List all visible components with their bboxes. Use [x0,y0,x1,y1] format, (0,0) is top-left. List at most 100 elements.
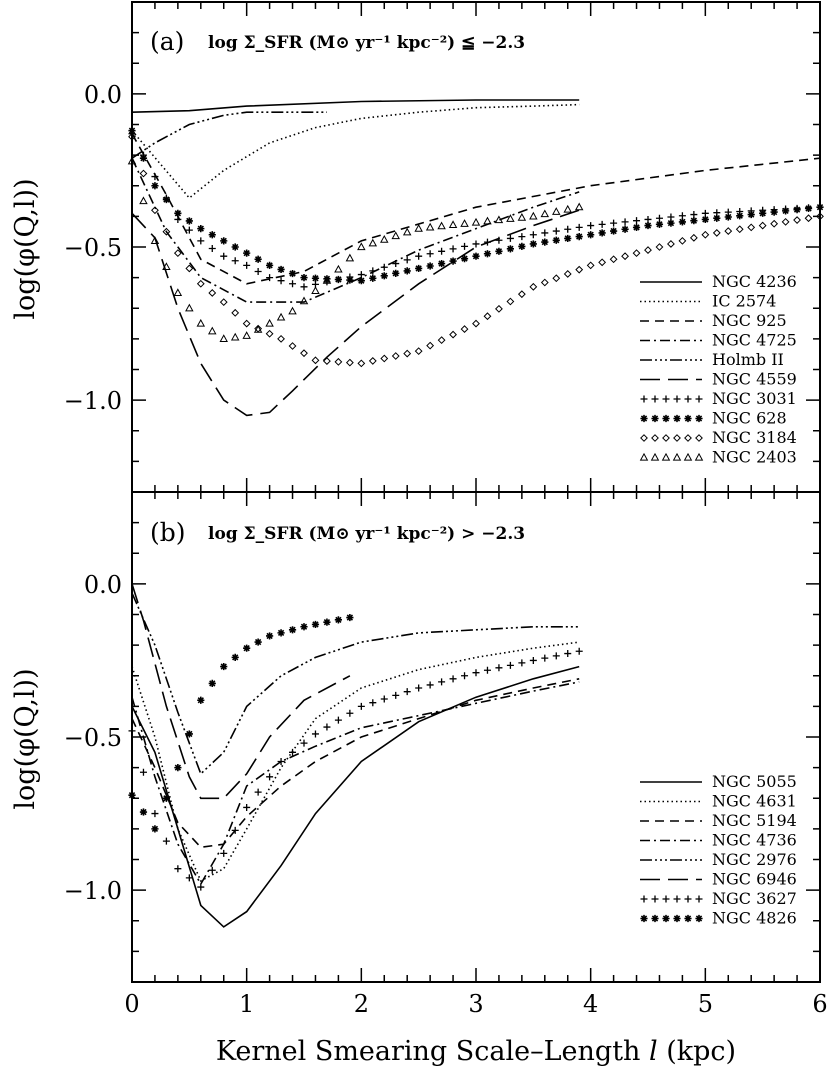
series-a-ngc-628-point [231,243,239,251]
series-a-ngc-2403-point [253,325,263,333]
series-a-ngc-3031-point [449,245,457,253]
series-a-ngc-3184-point [793,216,801,224]
series-a-ngc-2403-point [529,211,538,220]
series-a-ngc-628-point [632,223,641,231]
series-a-ngc-3031-point [266,274,274,282]
series-a-ngc-3031-point [426,250,434,258]
series-a-ngc-3184-point [357,359,366,368]
series-b-ngc-3627-point [518,659,526,667]
series-a-ngc-628-point [415,264,423,273]
series-b-ngc-3627-point [461,672,469,680]
series-a-ngc-628-point [736,212,744,220]
legend-marker [640,914,648,923]
legend-b-ngc-4826: NGC 4826 [640,909,797,928]
series-b-ngc-3627-point [162,837,170,845]
legend-label: NGC 4826 [712,909,797,928]
series-a-ngc-3184-point [162,227,171,236]
series-a-ngc-2403-point [437,221,446,230]
series-a-ngc-2403-point [173,288,183,297]
series-b-ngc-4736-line [131,681,580,886]
series-a-ngc-3184-point [426,341,435,350]
series-a-ngc-3184-point [380,354,389,363]
series-b-ngc-4826-point [185,730,193,738]
series-a-ngc-2403-point [127,156,137,165]
x-axis-title-pre: Kernel Smearing Scale–Length [216,1036,649,1067]
series-a-ngc-2403-point [208,326,217,335]
series-b-ngc-3627-point [277,758,285,765]
legend-label: Holmb II [712,350,784,369]
series-a-ngc-628-point [667,219,675,227]
y-tick-label: −1.0 [64,387,122,415]
series-b-ngc-5055-line [131,665,580,928]
legend-marker [672,452,682,461]
x-tick-label: 1 [239,990,254,1018]
series-a-ngc-3184-point [735,225,744,234]
legend-marker [651,414,659,423]
series-b-ngc-5055 [131,665,580,928]
series-a-ngc-3184-point [598,258,607,267]
series-a-ngc-2403-point [299,296,309,305]
legend-label: NGC 2403 [712,448,797,467]
legend-marker [673,434,681,442]
panel-b-condition: log Σ_SFR (M⊙ yr⁻¹ kpc⁻²) > −2.3 [208,524,525,544]
legend-marker [640,395,648,403]
series-a-ngc-3184 [128,132,824,368]
series-b-ngc-3627-point [231,826,239,834]
series-a-ngc-2403-point [506,214,515,222]
series-a-ngc-628-point [495,247,503,255]
series-a-ngc-3184-point [345,358,354,367]
legend-marker [661,452,671,461]
series-a-ngc-2403-point [322,276,332,284]
series-a-ngc-3031-point [208,245,216,253]
series-a-ngc-2403 [127,156,584,342]
legend-marker [684,914,692,923]
series-a-ngc-3031-point [357,271,365,279]
series-a-ngc-628-point [392,269,400,277]
series-a-ngc-628-point [552,236,560,244]
series-b-ngc-4826-point [174,764,182,772]
series-a-ngc-3031-point [518,233,526,241]
legend-a-holmb-ii: Holmb II [640,350,784,369]
legend-marker [640,434,648,442]
series-b-ngc-3627-point [575,647,583,655]
series-a-ngc-628-point [220,237,228,245]
series-a-ngc-3031-point [472,240,480,248]
legend-marker [651,914,659,923]
series-a-ngc-628-point [655,220,664,228]
series-a-ngc-3184-point [632,249,641,258]
series-a-ngc-3031-point [392,260,400,268]
series-a-ngc-3184-point [506,297,515,306]
series-a-ngc-2403-point [540,209,550,218]
series-b-ngc-4826-point [254,638,262,646]
series-a-ngc-3031-point [655,214,663,222]
series-b-ngc-2976-line [131,592,580,776]
series-b-ngc-4631 [131,641,580,883]
x-tick-label: 4 [583,990,598,1018]
series-b-ngc-3627-point [449,675,457,683]
series-a-ngc-3031-point [243,261,251,269]
legend-marker [662,395,670,403]
series-a-ngc-4725-line [131,157,580,303]
series-a-ngc-3031-point [277,277,285,285]
series-b-ngc-3627-point [266,773,274,781]
series-a-ngc-628-point [346,276,354,284]
legend-a-ngc-628: NGC 628 [640,409,787,428]
series-b-ngc-3627-point [311,730,319,738]
legend-label: NGC 628 [712,409,787,428]
series-a-ngc-3184-point [414,347,423,356]
series-a-ngc-3184-point [804,214,813,223]
series-a-ngc-3184-point [231,308,240,317]
series-a-ngc-3031-point [254,268,262,275]
series-a-ngc-3184-point [552,274,561,283]
series-a-ngc-3031-point [415,252,423,260]
series-a-ngc-628-point [701,215,709,224]
series-a-ngc-628-point [598,229,606,237]
series-a-ngc-2403-point [448,220,458,229]
series-a-ngc-628-point [564,234,572,243]
series-a-ngc-3031-point [461,242,469,250]
series-a-ngc-2403-point [196,318,206,327]
series-a-ngc-4236-line [131,99,580,113]
series-a-ngc-2403-point [402,227,412,236]
y-tick-label: 0.0 [84,571,122,599]
series-a-ngc-3184-point [242,319,251,328]
